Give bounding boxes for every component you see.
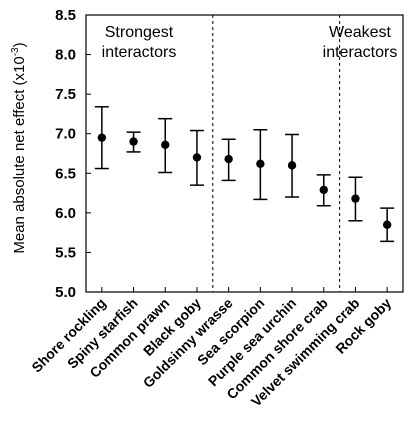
- y-axis-title: Mean absolute net effect (x10-3): [10, 42, 28, 253]
- data-point: [97, 133, 107, 142]
- error-bar-point: [221, 138, 236, 182]
- y-tick-label: 8.0: [55, 47, 76, 64]
- error-bar-point: [253, 129, 268, 201]
- data-point: [351, 194, 360, 203]
- plot-border: [85, 14, 404, 293]
- y-tick-label: 7.5: [55, 86, 76, 103]
- group-label-weakest-line2: interactors: [323, 44, 398, 61]
- data-point: [287, 161, 297, 170]
- y-tick-label: 8.5: [55, 7, 76, 24]
- error-bar-point: [158, 117, 173, 174]
- y-tick-label: 5.0: [55, 284, 76, 301]
- error-bar-point: [380, 207, 395, 243]
- error-bar-point: [348, 176, 363, 222]
- y-axis: 5.0 5.5 6.0 6.5 7.0 7.5 8.0 8.5: [55, 7, 91, 301]
- data-point: [192, 153, 202, 162]
- y-tick-label: 6.0: [55, 205, 76, 222]
- data-point: [256, 159, 265, 168]
- group-label-weakest-line1: Weakest: [329, 24, 392, 41]
- y-tick-label: 5.5: [55, 244, 76, 261]
- y-tick-label: 6.5: [55, 165, 76, 182]
- data-point: [224, 154, 233, 164]
- error-bar-point: [189, 129, 204, 186]
- group-dividers: [212, 15, 341, 292]
- group-label-strongest-line1: Strongest: [105, 24, 174, 41]
- group-label-strongest-line2: interactors: [102, 44, 177, 61]
- plot-frame: [85, 14, 404, 293]
- data-point: [129, 137, 138, 146]
- error-bar-point: [285, 133, 300, 198]
- y-tick-label: 7.0: [55, 126, 76, 143]
- error-bar-point: [126, 131, 141, 153]
- error-bar-point: [316, 174, 331, 207]
- data-marks: [94, 106, 395, 243]
- data-point: [382, 220, 392, 229]
- data-point: [161, 140, 170, 149]
- error-bar-point: [94, 106, 109, 170]
- data-point: [319, 185, 328, 195]
